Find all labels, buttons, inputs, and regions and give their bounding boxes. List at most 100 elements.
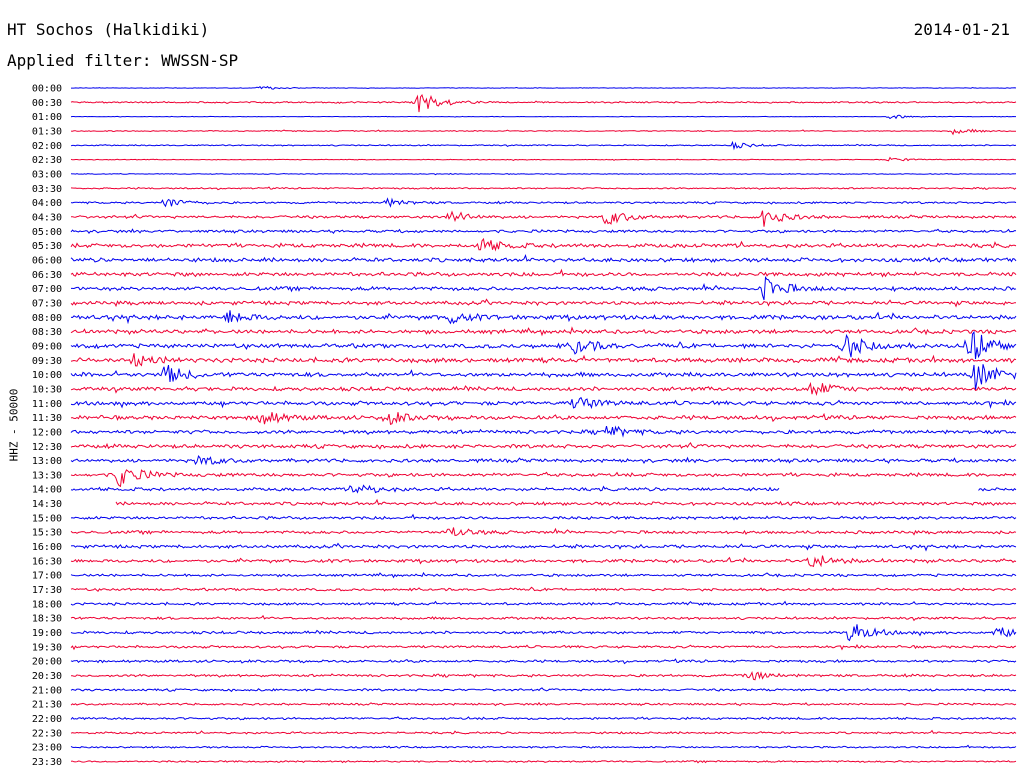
row-time-label: 11:30 <box>32 413 62 424</box>
seismic-trace <box>70 128 1017 136</box>
row-time-label: 15:30 <box>32 528 62 539</box>
seismic-trace <box>70 658 1017 665</box>
row-time-label: 13:00 <box>32 456 62 467</box>
seismic-trace <box>70 484 780 494</box>
row-time-label: 09:00 <box>32 341 62 352</box>
row-time-label: 14:00 <box>32 485 62 496</box>
row-time-label: 15:00 <box>32 513 62 524</box>
seismic-trace <box>70 364 1017 391</box>
row-time-label: 08:30 <box>32 327 62 338</box>
seismic-trace <box>115 498 1017 507</box>
seismic-trace <box>70 140 1017 151</box>
row-time-label: 13:30 <box>32 470 62 481</box>
row-time-label: 21:30 <box>32 700 62 711</box>
seismic-trace <box>70 513 1017 521</box>
seismic-trace <box>70 425 1017 438</box>
seismic-trace <box>70 237 1017 252</box>
row-time-label: 21:00 <box>32 685 62 696</box>
row-time-label: 07:00 <box>32 284 62 295</box>
row-time-label: 16:30 <box>32 556 62 567</box>
row-time-label: 17:30 <box>32 585 62 596</box>
seismic-trace <box>70 93 1017 113</box>
row-time-label: 20:30 <box>32 671 62 682</box>
record-date: 2014-01-21 <box>913 20 1010 39</box>
seismic-trace <box>70 759 1017 764</box>
seismic-trace <box>70 643 1017 651</box>
row-time-label: 01:00 <box>32 112 62 123</box>
seismic-trace <box>70 624 1017 642</box>
seismic-trace <box>70 555 1017 568</box>
seismic-trace <box>70 527 1017 537</box>
row-time-label: 23:00 <box>32 743 62 754</box>
row-time-label: 02:00 <box>32 141 62 152</box>
seismic-trace <box>70 326 1017 337</box>
seismic-trace <box>70 412 1017 425</box>
row-time-label: 17:00 <box>32 571 62 582</box>
row-time-label: 05:30 <box>32 241 62 252</box>
seismic-trace <box>70 442 1017 450</box>
seismic-trace <box>70 172 1017 176</box>
seismic-trace <box>70 330 1017 360</box>
row-time-label: 03:30 <box>32 184 62 195</box>
row-time-label: 03:00 <box>32 169 62 180</box>
row-time-label: 12:30 <box>32 442 62 453</box>
seismic-trace <box>978 487 1017 492</box>
row-time-label: 04:30 <box>32 212 62 223</box>
row-time-label: 22:00 <box>32 714 62 725</box>
row-time-label: 19:30 <box>32 642 62 653</box>
seismic-trace <box>70 310 1017 325</box>
row-time-label: 07:30 <box>32 298 62 309</box>
seismic-trace <box>70 254 1017 264</box>
seismic-trace <box>70 729 1017 735</box>
row-time-label: 05:00 <box>32 227 62 238</box>
seismic-trace <box>70 614 1017 622</box>
seismic-trace <box>70 687 1017 693</box>
row-time-label: 00:00 <box>32 84 62 95</box>
seismic-trace <box>70 114 1016 120</box>
row-time-label: 20:00 <box>32 657 62 668</box>
filter-label: Applied filter: WWSSN-SP <box>7 51 239 70</box>
row-time-label: 00:30 <box>32 98 62 109</box>
seismic-trace <box>70 744 1017 749</box>
seismic-trace <box>70 197 1017 208</box>
row-time-label: 18:00 <box>32 599 62 610</box>
seismic-trace <box>70 670 1017 681</box>
seismic-trace <box>70 542 1017 552</box>
row-time-label: 19:00 <box>32 628 62 639</box>
seismic-trace <box>70 716 1017 721</box>
seismic-trace <box>70 381 1017 396</box>
seismic-trace <box>71 85 1017 90</box>
row-time-label: 14:30 <box>32 499 62 510</box>
seismic-trace <box>71 276 1017 301</box>
row-time-label: 04:00 <box>32 198 62 209</box>
seismic-trace <box>70 600 1017 606</box>
row-time-label: 02:30 <box>32 155 62 166</box>
row-time-label: 06:00 <box>32 255 62 266</box>
row-time-label: 11:00 <box>32 399 62 410</box>
row-time-label: 08:00 <box>32 313 62 324</box>
seismic-trace <box>70 396 1017 410</box>
row-time-label: 18:30 <box>32 614 62 625</box>
seismic-trace <box>70 571 1017 579</box>
seismic-trace <box>70 228 1017 235</box>
seismic-trace <box>70 156 1016 162</box>
row-time-label: 12:00 <box>32 427 62 438</box>
row-time-label: 22:30 <box>32 728 62 739</box>
row-time-label: 16:00 <box>32 542 62 553</box>
row-time-label: 06:30 <box>32 270 62 281</box>
seismic-trace <box>70 298 1016 308</box>
row-time-label: 01:30 <box>32 126 62 137</box>
seismic-trace <box>70 455 1017 466</box>
row-time-label: 23:30 <box>32 757 62 768</box>
seismic-trace <box>70 186 1017 191</box>
row-time-label: 10:30 <box>32 384 62 395</box>
seismic-trace <box>70 469 1017 488</box>
seismic-trace <box>70 586 1017 593</box>
row-time-label: 10:00 <box>32 370 62 381</box>
seismic-trace <box>70 701 1017 707</box>
row-time-label: 09:30 <box>32 356 62 367</box>
seismic-trace <box>70 268 1017 278</box>
station-title: HT Sochos (Halkidiki) <box>7 20 210 39</box>
seismic-trace <box>71 210 1017 227</box>
